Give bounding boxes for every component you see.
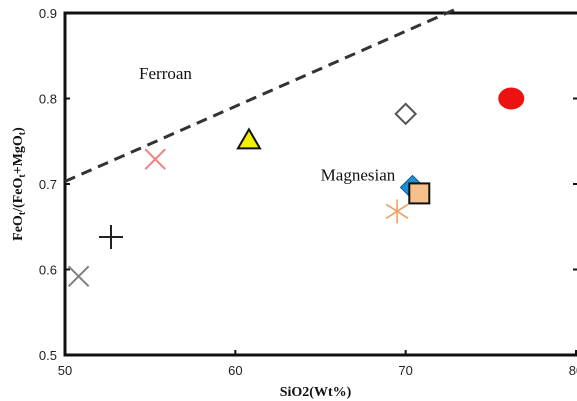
x-stroke: [144, 148, 166, 170]
y-title-sub: t: [17, 131, 28, 135]
y-title-sub: t: [17, 174, 28, 178]
y-title-part: /(FeO: [11, 178, 26, 213]
x-tick-label: 50: [58, 363, 72, 378]
data-point-square: [408, 182, 431, 205]
x-tick-label: 80: [569, 363, 577, 378]
data-points: [67, 87, 525, 288]
y-tick-label: 0.7: [39, 177, 57, 192]
region-labels: Ferroan Magnesian: [139, 64, 396, 185]
data-point-asterisk: [385, 199, 409, 224]
asterisk-stroke: [385, 203, 409, 220]
y-tick-label: 0.6: [39, 263, 57, 278]
ferroan-magnesian-boundary-line: [64, 7, 458, 183]
y-title-part: +MgO: [11, 135, 26, 174]
data-point-circle: [498, 87, 525, 110]
y-tick-label: 0.8: [39, 92, 57, 107]
x-axis-title: SiO2(Wt%): [280, 385, 352, 400]
x-tick-label: 60: [228, 363, 242, 378]
x-stroke: [67, 265, 90, 288]
y-tick-label: 0.9: [39, 6, 57, 21]
data-point-triangle: [236, 127, 262, 150]
y-title-part: FeO: [11, 215, 26, 241]
region-label-ferroan: Ferroan: [139, 64, 192, 83]
data-point-plus: [98, 225, 123, 250]
boundary-line-group: [64, 7, 458, 183]
x-tick-label: 70: [398, 363, 412, 378]
data-point-x: [67, 265, 90, 288]
y-axis-title: FeOt/(FeOt+MgOt): [11, 127, 28, 241]
region-label-magnesian: Magnesian: [321, 166, 396, 185]
data-point-x: [144, 148, 166, 170]
axis-ticks: 50 60 70 80 0.5 0.6 0.7 0.8 0.9: [39, 6, 577, 378]
data-point-diamond-open: [394, 102, 418, 126]
y-title-sub: t: [17, 211, 28, 215]
y-title-part: ): [11, 127, 26, 132]
y-tick-label: 0.5: [39, 348, 57, 363]
